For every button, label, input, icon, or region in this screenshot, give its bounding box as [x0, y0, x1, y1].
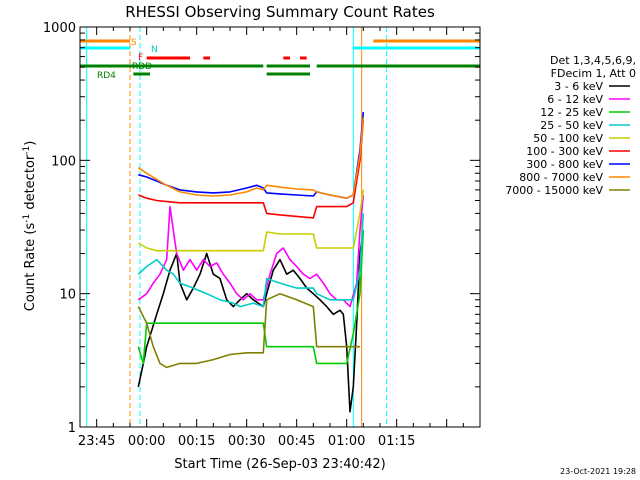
flag-label: RDD	[132, 62, 152, 72]
y-tick-label: 1	[68, 421, 76, 436]
x-axis-label: Start Time (26-Sep-03 23:40:42)	[174, 457, 385, 472]
flag-label: RD4	[97, 71, 116, 81]
series-line-5	[138, 120, 365, 219]
legend-label: 300 - 800 keV	[526, 158, 603, 171]
y-axis-label-main: Count Rate (s	[23, 223, 38, 312]
series-line-6	[138, 112, 365, 199]
y-axis-label-end: )	[23, 141, 38, 146]
legend-label: 7000 - 15000 keV	[505, 184, 603, 197]
x-tick-label: 01:00	[328, 434, 365, 449]
y-axis-label-sup2: -1	[22, 146, 32, 155]
legend-label: 6 - 12 keV	[547, 93, 603, 106]
legend-header: FDecim 1, Att 0	[551, 67, 636, 80]
y-axis-label: Count Rate (s-1 detector-1)	[22, 141, 38, 312]
flag-label: F	[138, 53, 143, 63]
series-line-7	[137, 117, 365, 199]
y-tick-label: 100	[51, 154, 76, 169]
y-axis-label-mid: detector	[23, 154, 38, 214]
x-tick-label: 00:45	[278, 434, 315, 449]
chart-title: RHESSI Observing Summary Count Rates	[125, 3, 435, 21]
series-group	[137, 112, 365, 413]
series-line-8	[137, 292, 360, 369]
legend-label: 3 - 6 keV	[554, 80, 603, 93]
legend-label: 12 - 25 keV	[540, 106, 603, 119]
series-line-3	[137, 213, 365, 308]
flag-label: N	[151, 45, 158, 55]
x-tick-label: 23:45	[78, 434, 115, 449]
legend-label: 50 - 100 keV	[533, 132, 603, 145]
x-tick-label: 00:15	[178, 434, 215, 449]
timestamp: 23-Oct-2021 19:28	[560, 467, 636, 476]
legend-label: 100 - 300 keV	[526, 145, 603, 158]
axes: 23:45 00:00 00:15 00:30 00:45 01:00 01:15 1 10 10…	[43, 21, 481, 449]
series-line-4	[137, 189, 365, 252]
legend-header: Det 1,3,4,5,6,9,	[550, 54, 636, 67]
series-line-1	[137, 194, 365, 308]
plot-area	[86, 27, 388, 427]
x-tick-label: 01:15	[378, 434, 415, 449]
series-line-0	[137, 229, 365, 413]
y-axis-label-sup1: -1	[22, 214, 32, 223]
flag-label: S	[131, 38, 137, 48]
legend-label: 800 - 7000 keV	[519, 171, 603, 184]
legend: Det 1,3,4,5,6,9,FDecim 1, Att 03 - 6 keV…	[505, 54, 636, 197]
x-tick-label: 00:00	[128, 434, 165, 449]
y-tick-label: 10	[59, 288, 76, 303]
x-tick-label: 00:30	[228, 434, 265, 449]
legend-label: 25 - 50 keV	[540, 119, 603, 132]
y-tick-label: 1000	[43, 21, 76, 36]
